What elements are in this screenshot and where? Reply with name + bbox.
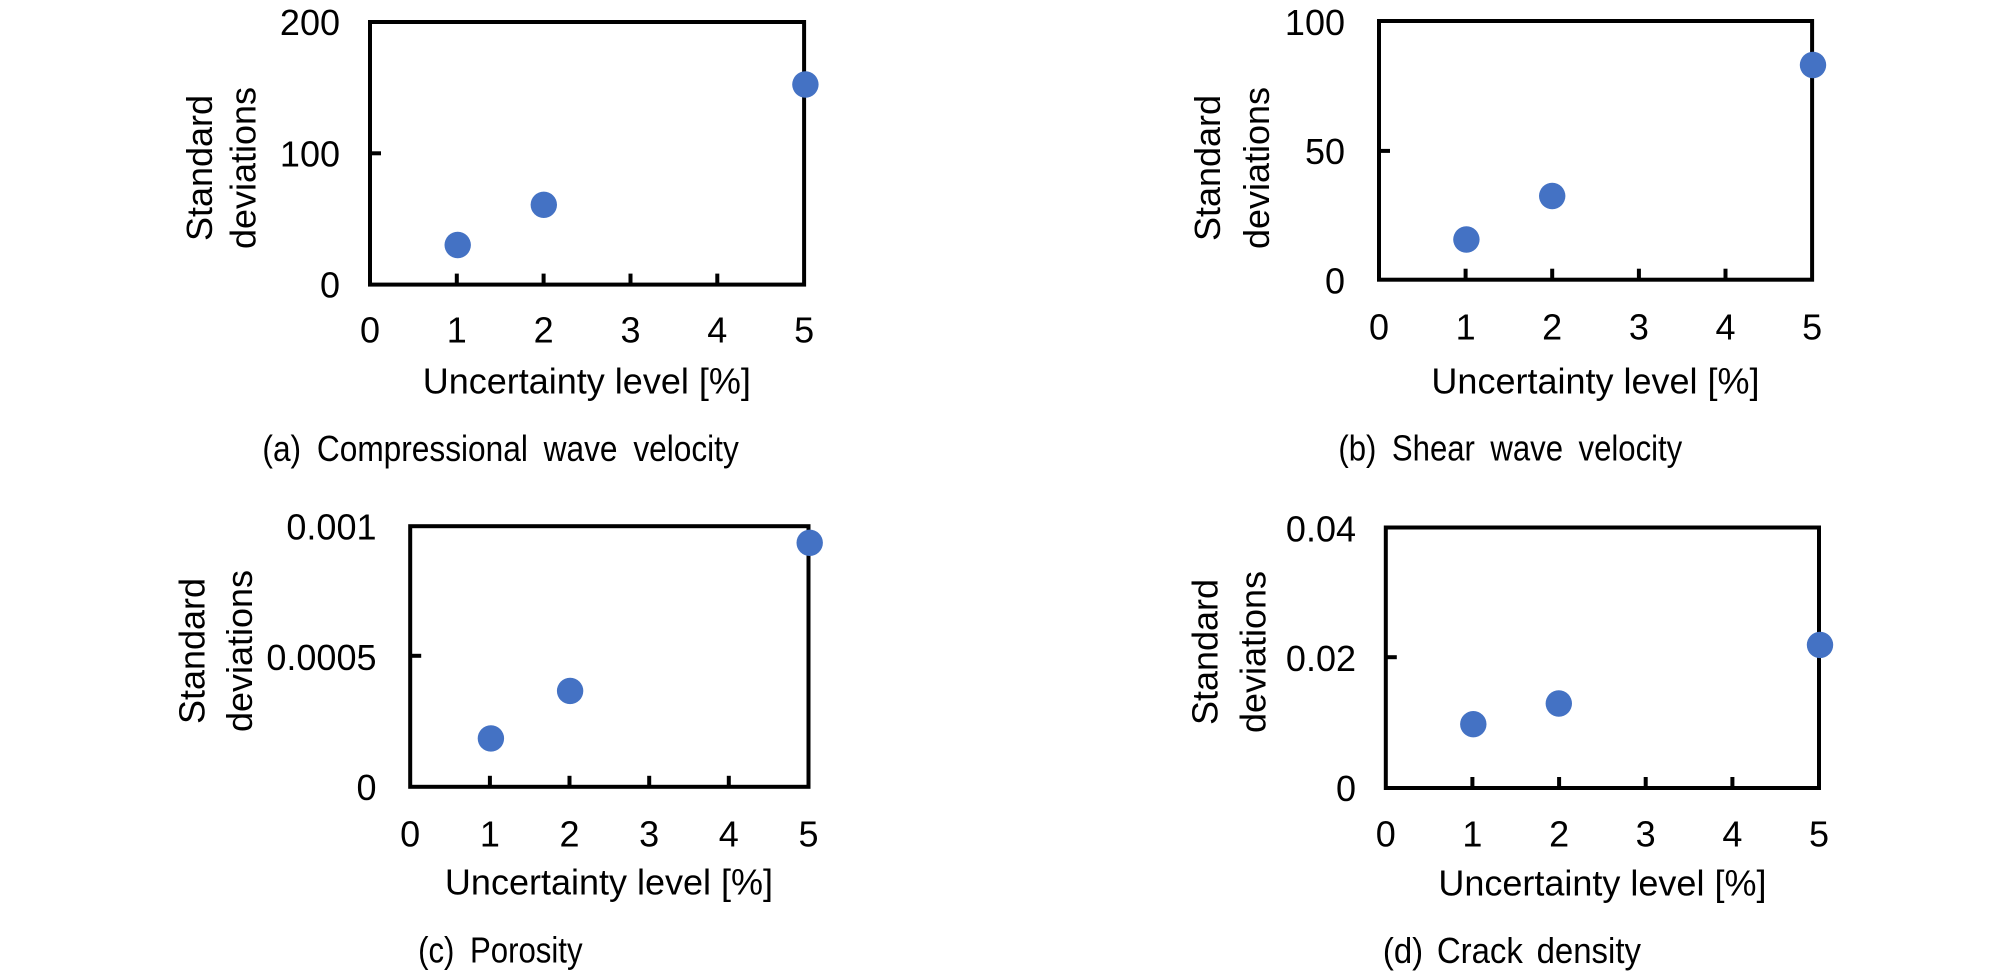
svg-text:1: 1 <box>480 813 500 854</box>
svg-text:(c) Porosity: (c) Porosity <box>418 931 583 971</box>
svg-text:0: 0 <box>400 813 420 854</box>
svg-text:0: 0 <box>320 265 340 306</box>
svg-text:0: 0 <box>1369 306 1389 347</box>
svg-text:1: 1 <box>1462 813 1482 854</box>
svg-text:2: 2 <box>1549 813 1569 854</box>
svg-text:3: 3 <box>1629 306 1649 347</box>
svg-text:1: 1 <box>447 310 467 351</box>
svg-text:Standard: Standard <box>172 578 213 724</box>
svg-text:deviations: deviations <box>1233 571 1274 733</box>
svg-text:Standard: Standard <box>1185 579 1226 725</box>
svg-text:(b) Shear wave velocity: (b) Shear wave velocity <box>1338 429 1682 469</box>
svg-text:1: 1 <box>1456 306 1476 347</box>
svg-text:3: 3 <box>1636 813 1656 854</box>
svg-text:100: 100 <box>280 133 340 174</box>
svg-text:0: 0 <box>360 310 380 351</box>
svg-text:Uncertainty level [%]: Uncertainty level [%] <box>1431 361 1759 402</box>
svg-text:50: 50 <box>1305 131 1345 172</box>
svg-text:5: 5 <box>798 813 818 854</box>
svg-text:4: 4 <box>707 310 727 351</box>
svg-text:0.0005: 0.0005 <box>266 637 376 678</box>
svg-text:Uncertainty level [%]: Uncertainty level [%] <box>423 361 751 402</box>
svg-text:100: 100 <box>1285 2 1345 43</box>
svg-text:deviations: deviations <box>223 87 264 249</box>
svg-text:5: 5 <box>794 310 814 351</box>
svg-text:(d) Crack density: (d) Crack density <box>1383 932 1642 972</box>
svg-text:Uncertainty level [%]: Uncertainty level [%] <box>1438 863 1766 904</box>
svg-text:4: 4 <box>719 813 739 854</box>
svg-text:0.04: 0.04 <box>1286 508 1356 549</box>
svg-text:0: 0 <box>356 767 376 808</box>
svg-text:deviations: deviations <box>1236 87 1277 249</box>
svg-text:200: 200 <box>280 2 340 43</box>
svg-text:2: 2 <box>534 310 554 351</box>
svg-text:4: 4 <box>1722 813 1742 854</box>
svg-text:2: 2 <box>559 813 579 854</box>
svg-text:5: 5 <box>1802 306 1822 347</box>
svg-text:3: 3 <box>620 310 640 351</box>
svg-text:(a) Compressional wave velocit: (a) Compressional wave velocity <box>262 429 738 469</box>
svg-text:0.02: 0.02 <box>1286 638 1356 679</box>
svg-text:deviations: deviations <box>219 570 260 732</box>
svg-text:5: 5 <box>1809 813 1829 854</box>
svg-text:0: 0 <box>1336 768 1356 809</box>
svg-text:3: 3 <box>639 813 659 854</box>
svg-text:Standard: Standard <box>179 95 220 241</box>
svg-text:Standard: Standard <box>1187 95 1228 241</box>
svg-text:4: 4 <box>1715 306 1735 347</box>
svg-text:Uncertainty level [%]: Uncertainty level [%] <box>445 861 773 902</box>
svg-text:0: 0 <box>1325 261 1345 302</box>
svg-text:0: 0 <box>1376 813 1396 854</box>
svg-text:0.001: 0.001 <box>286 507 376 548</box>
svg-text:2: 2 <box>1542 306 1562 347</box>
